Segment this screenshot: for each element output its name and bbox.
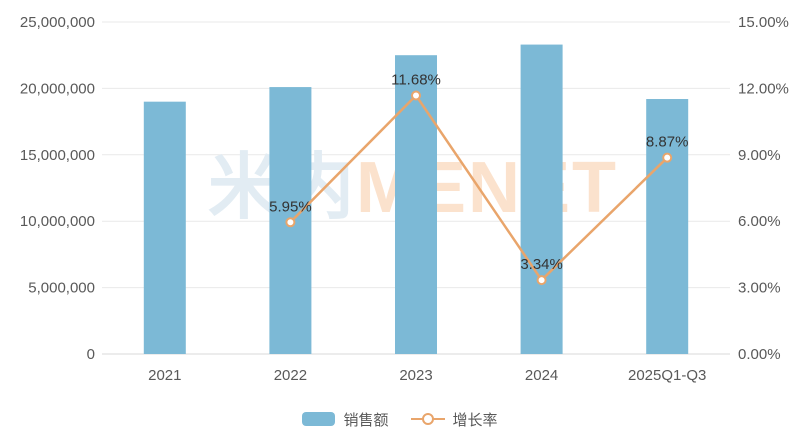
left-axis-tick-label: 20,000,000 xyxy=(20,80,95,97)
bar-2021 xyxy=(143,101,186,355)
line-point-2025Q1-Q3 xyxy=(662,152,673,163)
line-point-2022 xyxy=(285,217,296,228)
x-axis-label-2023: 2023 xyxy=(399,367,432,384)
bar-2024 xyxy=(520,44,563,355)
line-point-2023 xyxy=(411,90,421,101)
right-axis-tick-label: 12.00% xyxy=(738,80,789,97)
legend-label-sales: 销售额 xyxy=(343,411,389,429)
left-axis-tick-label: 5,000,000 xyxy=(28,280,95,297)
legend-item-growth-rate[interactable]: 增长率 xyxy=(410,409,498,430)
line-point-2024 xyxy=(536,275,547,286)
x-axis-label-2021: 2021 xyxy=(148,367,181,384)
right-axis-tick-label: 9.00% xyxy=(738,147,781,164)
x-axis-label-2024: 2024 xyxy=(525,367,558,384)
point-label-2022: 5.95% xyxy=(269,198,312,215)
right-axis-tick-label: 3.00% xyxy=(738,280,781,297)
left-axis-tick-label: 15,000,000 xyxy=(20,147,95,164)
growth-rate-line xyxy=(289,94,669,282)
point-label-2025Q1-Q3: 8.87% xyxy=(646,134,689,151)
bar-swatch-icon xyxy=(302,412,336,426)
point-label-2024: 3.34% xyxy=(520,256,563,273)
chart-legend: 销售额 增长率 xyxy=(0,404,800,434)
bar-2025Q1-Q3 xyxy=(646,99,689,354)
legend-item-sales[interactable]: 销售额 xyxy=(302,409,389,430)
right-axis-tick-label: 15.00% xyxy=(738,14,789,31)
left-axis-tick-label: 0 xyxy=(87,346,95,363)
left-axis-tick-label: 25,000,000 xyxy=(20,14,95,31)
point-label-2023: 11.68% xyxy=(391,71,441,88)
bar-2023 xyxy=(395,55,437,354)
x-axis-label-2025Q1-Q3: 2025Q1-Q3 xyxy=(628,367,706,384)
line-marker-swatch-icon xyxy=(410,411,445,427)
x-axis-label-2022: 2022 xyxy=(274,367,307,384)
left-axis-tick-label: 10,000,000 xyxy=(20,213,95,230)
right-axis-tick-label: 6.00% xyxy=(738,213,781,230)
legend-label-growth-rate: 增长率 xyxy=(452,411,498,429)
right-axis-tick-label: 0.00% xyxy=(738,346,781,363)
